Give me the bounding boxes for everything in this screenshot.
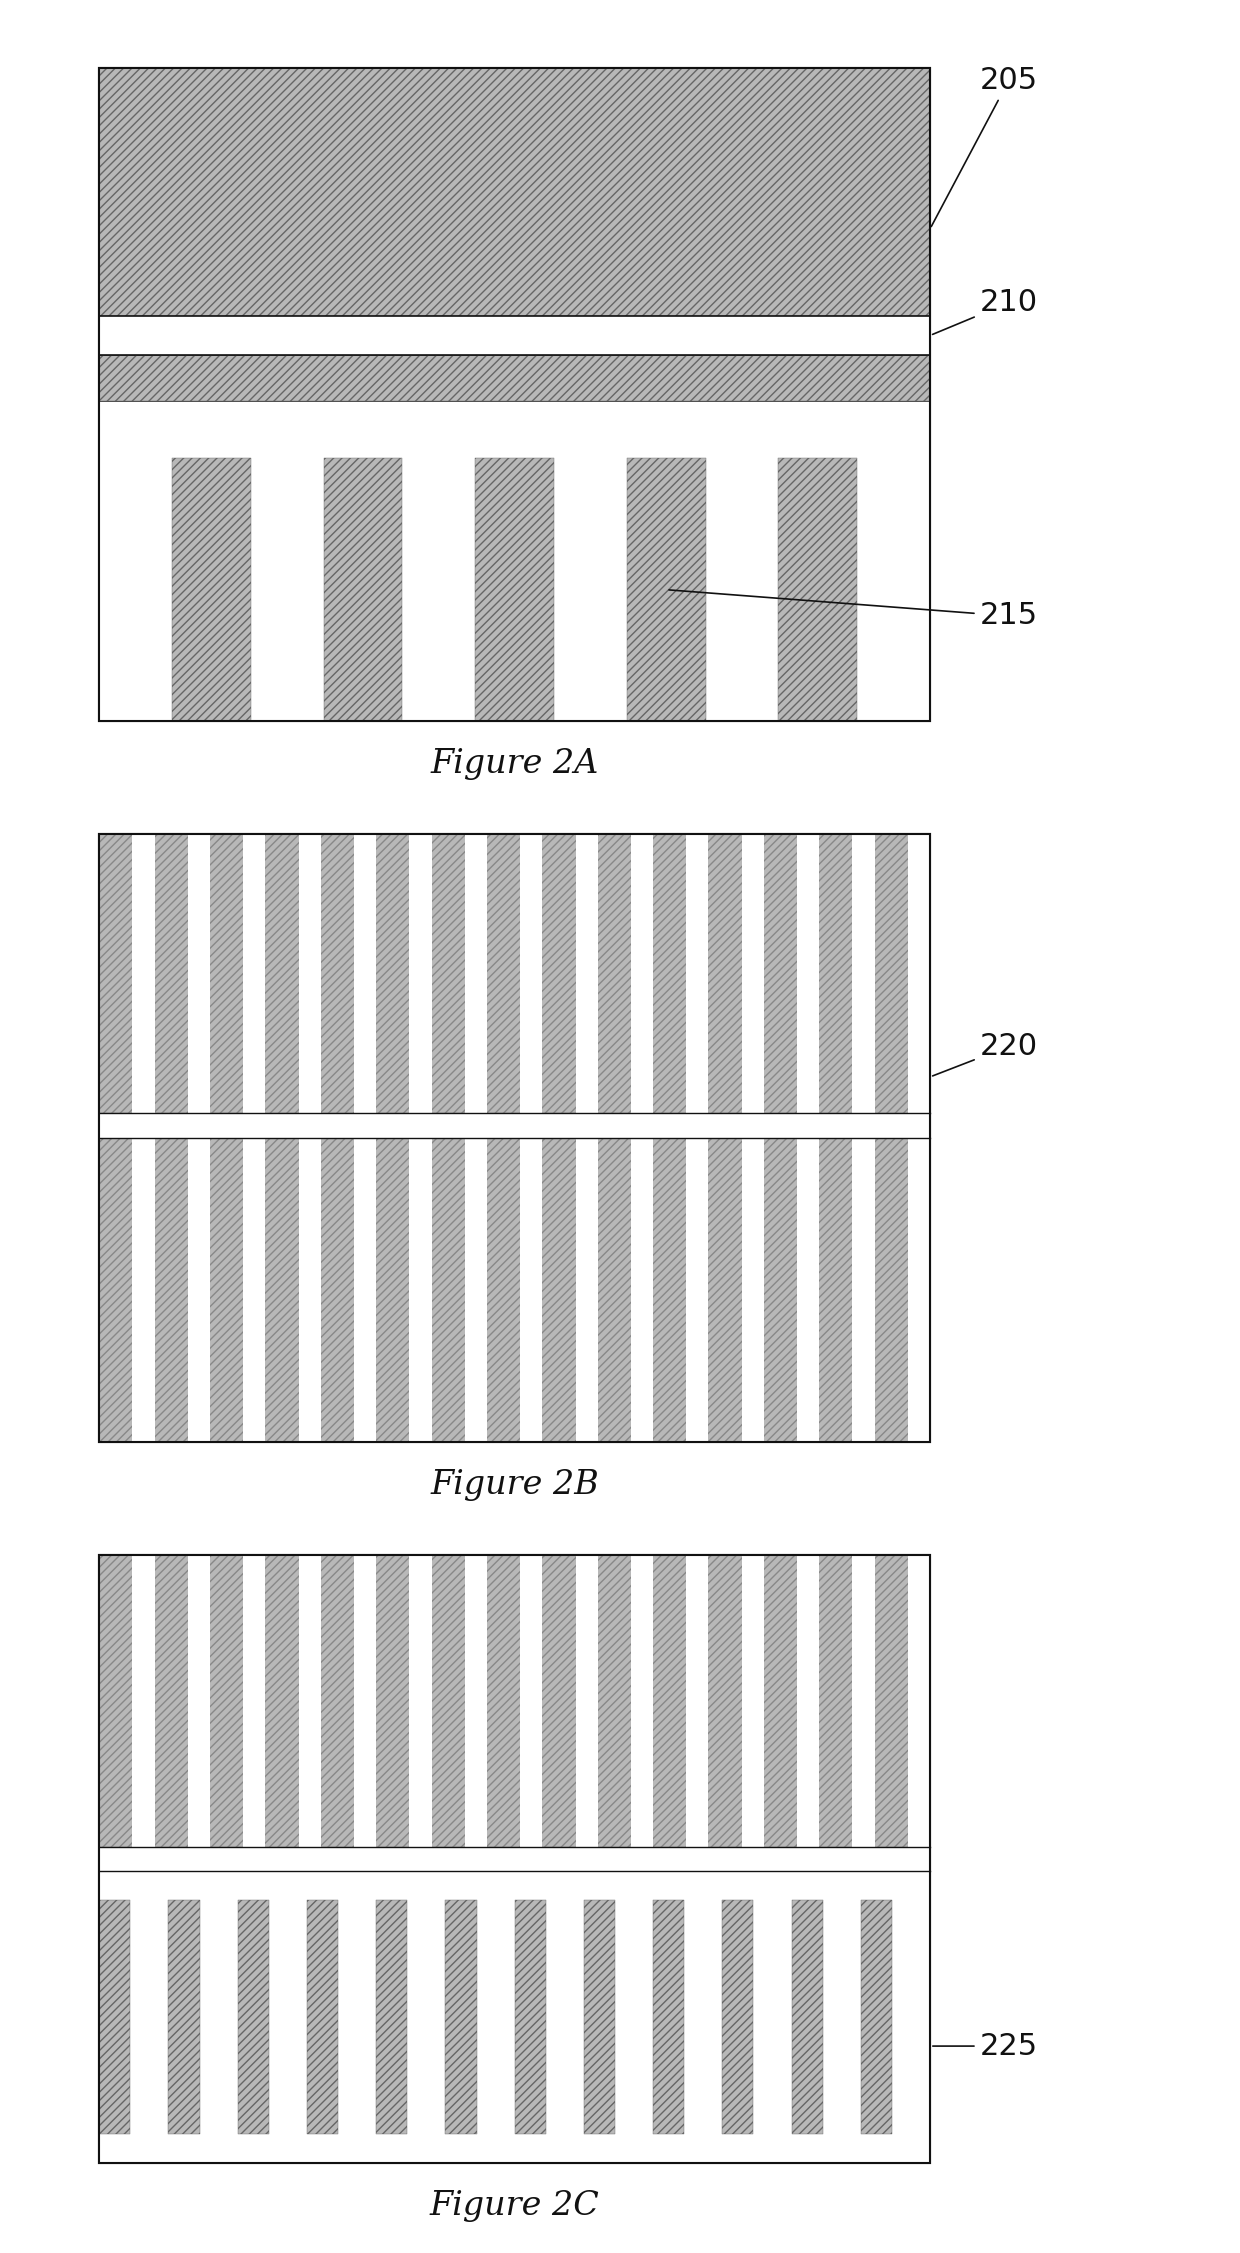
Bar <box>575 1138 598 1442</box>
Bar <box>299 834 321 1113</box>
Bar <box>631 1555 653 1847</box>
Bar <box>742 834 764 1113</box>
Bar <box>299 1138 321 1442</box>
Bar <box>172 457 250 721</box>
Bar <box>99 1113 930 1138</box>
Bar <box>99 834 930 1113</box>
Bar <box>99 834 930 1113</box>
Bar <box>908 1138 930 1442</box>
Bar <box>99 1870 930 2163</box>
Bar <box>99 1555 930 1847</box>
Bar <box>99 1555 930 2163</box>
Bar <box>520 834 542 1113</box>
Bar <box>99 315 930 356</box>
Bar <box>243 1138 265 1442</box>
Bar <box>99 1847 930 1870</box>
Bar <box>353 1555 376 1847</box>
Bar <box>99 834 930 1442</box>
Bar <box>169 1899 200 2134</box>
Bar <box>465 1555 487 1847</box>
Bar <box>99 1138 930 1442</box>
Text: Figure 2C: Figure 2C <box>430 2190 599 2221</box>
Text: Figure 2B: Figure 2B <box>430 1469 599 1500</box>
Bar <box>515 1899 546 2134</box>
Bar <box>626 457 706 721</box>
Bar <box>631 834 653 1113</box>
Bar <box>779 457 857 721</box>
Bar <box>631 1138 653 1442</box>
Bar <box>99 356 930 401</box>
Text: 220: 220 <box>932 1032 1038 1077</box>
Bar <box>861 1899 892 2134</box>
Bar <box>686 1555 708 1847</box>
Bar <box>722 1899 754 2134</box>
Bar <box>475 457 554 721</box>
Bar <box>797 834 820 1113</box>
Bar <box>852 834 874 1113</box>
Bar <box>353 1138 376 1442</box>
Bar <box>465 834 487 1113</box>
Bar <box>99 68 930 721</box>
Bar <box>133 834 155 1113</box>
Bar <box>686 834 708 1113</box>
Bar <box>797 1555 820 1847</box>
Bar <box>908 834 930 1113</box>
Bar <box>172 457 250 721</box>
Bar <box>99 68 930 315</box>
Bar <box>133 1138 155 1442</box>
Bar <box>306 1899 339 2134</box>
Text: Figure 2A: Figure 2A <box>430 748 599 780</box>
Bar <box>445 1899 476 2134</box>
Bar <box>409 834 432 1113</box>
Bar <box>99 1899 130 2134</box>
Bar <box>324 457 403 721</box>
Text: 215: 215 <box>670 590 1038 631</box>
Bar <box>243 1555 265 1847</box>
Text: 225: 225 <box>932 2032 1038 2061</box>
Bar <box>520 1555 542 1847</box>
Bar <box>99 1555 930 2163</box>
Bar <box>575 1555 598 1847</box>
Bar <box>742 1555 764 1847</box>
Bar <box>299 1555 321 1847</box>
Bar <box>409 1555 432 1847</box>
Text: 210: 210 <box>932 288 1038 333</box>
Bar <box>465 1138 487 1442</box>
Bar <box>187 834 210 1113</box>
Bar <box>99 68 930 721</box>
Bar <box>908 1555 930 1847</box>
Bar <box>99 1555 930 1847</box>
Bar <box>409 1138 432 1442</box>
Bar <box>376 1899 407 2134</box>
Bar <box>99 834 930 1442</box>
Bar <box>626 457 706 721</box>
Bar <box>852 1555 874 1847</box>
Bar <box>324 457 403 721</box>
Bar <box>187 1555 210 1847</box>
Bar <box>243 834 265 1113</box>
Bar <box>575 834 598 1113</box>
Bar <box>187 1138 210 1442</box>
Text: 205: 205 <box>931 65 1038 228</box>
Bar <box>99 401 930 721</box>
Bar <box>653 1899 684 2134</box>
Bar <box>99 1138 930 1442</box>
Bar <box>99 68 930 315</box>
Bar <box>791 1899 822 2134</box>
Bar <box>742 1138 764 1442</box>
Bar <box>475 457 554 721</box>
Bar <box>238 1899 269 2134</box>
Bar <box>584 1899 615 2134</box>
Bar <box>133 1555 155 1847</box>
Bar <box>779 457 857 721</box>
Bar <box>686 1138 708 1442</box>
Bar <box>99 356 930 401</box>
Bar <box>520 1138 542 1442</box>
Bar <box>353 834 376 1113</box>
Bar <box>797 1138 820 1442</box>
Bar <box>852 1138 874 1442</box>
